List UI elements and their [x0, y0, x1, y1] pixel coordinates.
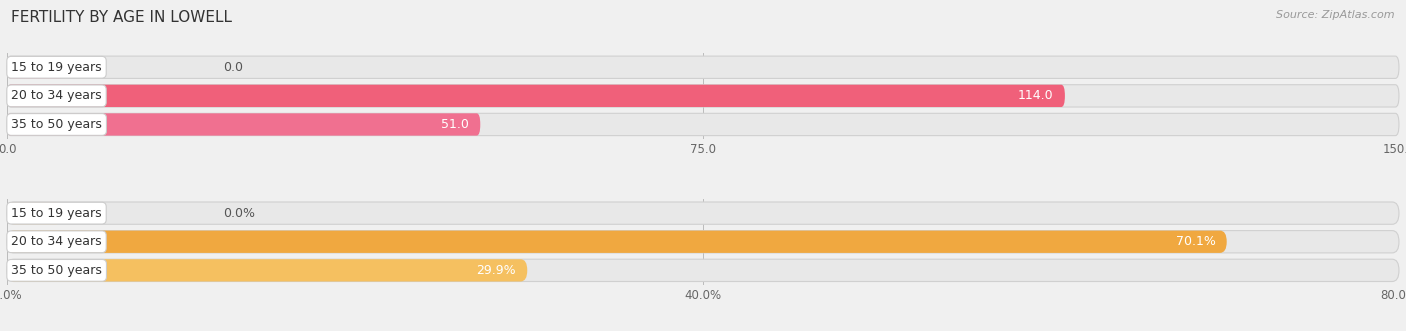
Text: 0.0: 0.0 — [222, 61, 243, 74]
Text: 51.0: 51.0 — [441, 118, 470, 131]
Text: 35 to 50 years: 35 to 50 years — [11, 264, 103, 277]
FancyBboxPatch shape — [7, 85, 1064, 107]
Text: 0.0%: 0.0% — [222, 207, 254, 220]
Text: 29.9%: 29.9% — [477, 264, 516, 277]
Text: 20 to 34 years: 20 to 34 years — [11, 89, 101, 102]
Text: 70.1%: 70.1% — [1175, 235, 1216, 248]
FancyBboxPatch shape — [7, 56, 63, 78]
Text: 20 to 34 years: 20 to 34 years — [11, 235, 101, 248]
Text: 15 to 19 years: 15 to 19 years — [11, 61, 101, 74]
FancyBboxPatch shape — [7, 259, 527, 281]
FancyBboxPatch shape — [7, 259, 1399, 281]
FancyBboxPatch shape — [7, 56, 1399, 78]
FancyBboxPatch shape — [7, 113, 481, 136]
Text: 15 to 19 years: 15 to 19 years — [11, 207, 101, 220]
FancyBboxPatch shape — [7, 202, 1399, 224]
FancyBboxPatch shape — [7, 231, 1399, 253]
FancyBboxPatch shape — [7, 113, 1399, 136]
FancyBboxPatch shape — [7, 231, 1226, 253]
Text: Source: ZipAtlas.com: Source: ZipAtlas.com — [1277, 10, 1395, 20]
FancyBboxPatch shape — [7, 202, 63, 224]
FancyBboxPatch shape — [7, 85, 1399, 107]
Text: 114.0: 114.0 — [1018, 89, 1053, 102]
Text: FERTILITY BY AGE IN LOWELL: FERTILITY BY AGE IN LOWELL — [11, 10, 232, 25]
Text: 35 to 50 years: 35 to 50 years — [11, 118, 103, 131]
